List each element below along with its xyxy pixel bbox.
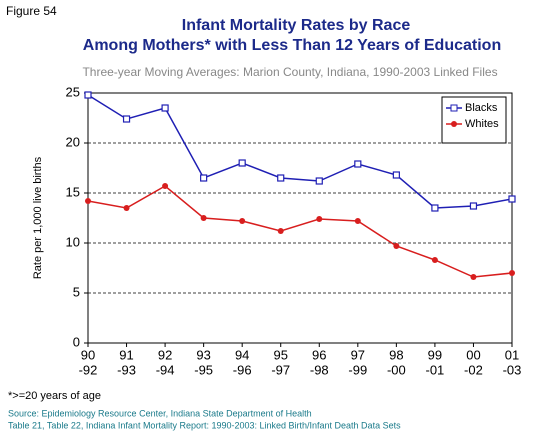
plot-frame [87,92,513,344]
data-point [354,218,361,224]
data-point [354,160,362,168]
x-tick-label: 96 [312,347,326,362]
footnote: *>=20 years of age [8,390,101,402]
x-tick-label: 95 [273,347,287,362]
series-line [87,185,513,278]
x-tick-label: -93 [117,362,136,377]
x-tick-label: -96 [233,362,252,377]
data-point [469,202,478,210]
y-tick-label: 5 [73,284,80,299]
chart-title: Among Mothers* with Less Than 12 Years o… [83,37,501,54]
x-tick-label: 01 [505,347,519,362]
x-tick-label: -03 [503,362,522,377]
data-point [315,177,323,185]
data-point [200,215,207,221]
data-point [316,216,323,222]
data-point [508,195,516,203]
data-point [277,228,284,234]
data-point [431,257,438,263]
x-tick-label: 98 [389,347,403,362]
x-tick-label: -00 [387,362,406,377]
source: Source: Epidemiology Resource Center, In… [8,408,312,418]
data-point [239,218,246,224]
data-point [277,174,285,182]
chart-subtitle: Three-year Moving Averages: Marion Count… [82,65,497,79]
data-point [393,243,400,249]
x-tick-label: 93 [196,347,210,362]
x-tick-label: 91 [119,347,133,362]
x-tick-label: 99 [428,347,442,362]
y-tick-label: 10 [66,234,80,249]
x-tick-label: -98 [310,362,329,377]
x-tick-label: 97 [351,347,365,362]
x-tick-label: -99 [348,362,367,377]
y-tick-label: 20 [66,134,80,149]
source: Table 21, Table 22, Indiana Infant Morta… [8,420,401,430]
legend-marker [451,121,457,127]
series-line [87,94,513,209]
data-point [470,274,477,280]
x-tick-label: 00 [466,347,480,362]
data-point [200,174,208,182]
y-tick-label: 25 [66,84,80,99]
data-point [161,104,169,112]
x-tick-label: -95 [194,362,213,377]
y-tick-label: 15 [66,184,80,199]
x-tick-label: 94 [235,347,249,362]
y-tick-label: 0 [73,334,80,349]
data-point [123,205,130,211]
data-point [509,270,515,276]
data-point [122,115,131,123]
x-tick-label: -94 [156,362,175,377]
legend-marker [450,104,458,112]
x-tick-label: -01 [426,362,445,377]
chart-title: Infant Mortality Rates by Race [182,17,411,34]
x-tick-label: -02 [464,362,483,377]
figure-label: Figure 54 [6,4,57,18]
data-point [162,183,169,189]
data-point [84,91,92,99]
data-point [238,159,246,167]
x-tick-label: -92 [79,362,98,377]
data-point [392,171,400,179]
x-tick-label: 90 [81,347,95,362]
y-axis-label: Rate per 1,000 live births [32,156,44,279]
legend-label: Blacks [465,102,498,114]
data-point [431,204,439,212]
data-point [85,198,91,204]
x-tick-label: -97 [271,362,290,377]
x-tick-label: 92 [158,347,172,362]
legend-label: Whites [465,118,499,130]
